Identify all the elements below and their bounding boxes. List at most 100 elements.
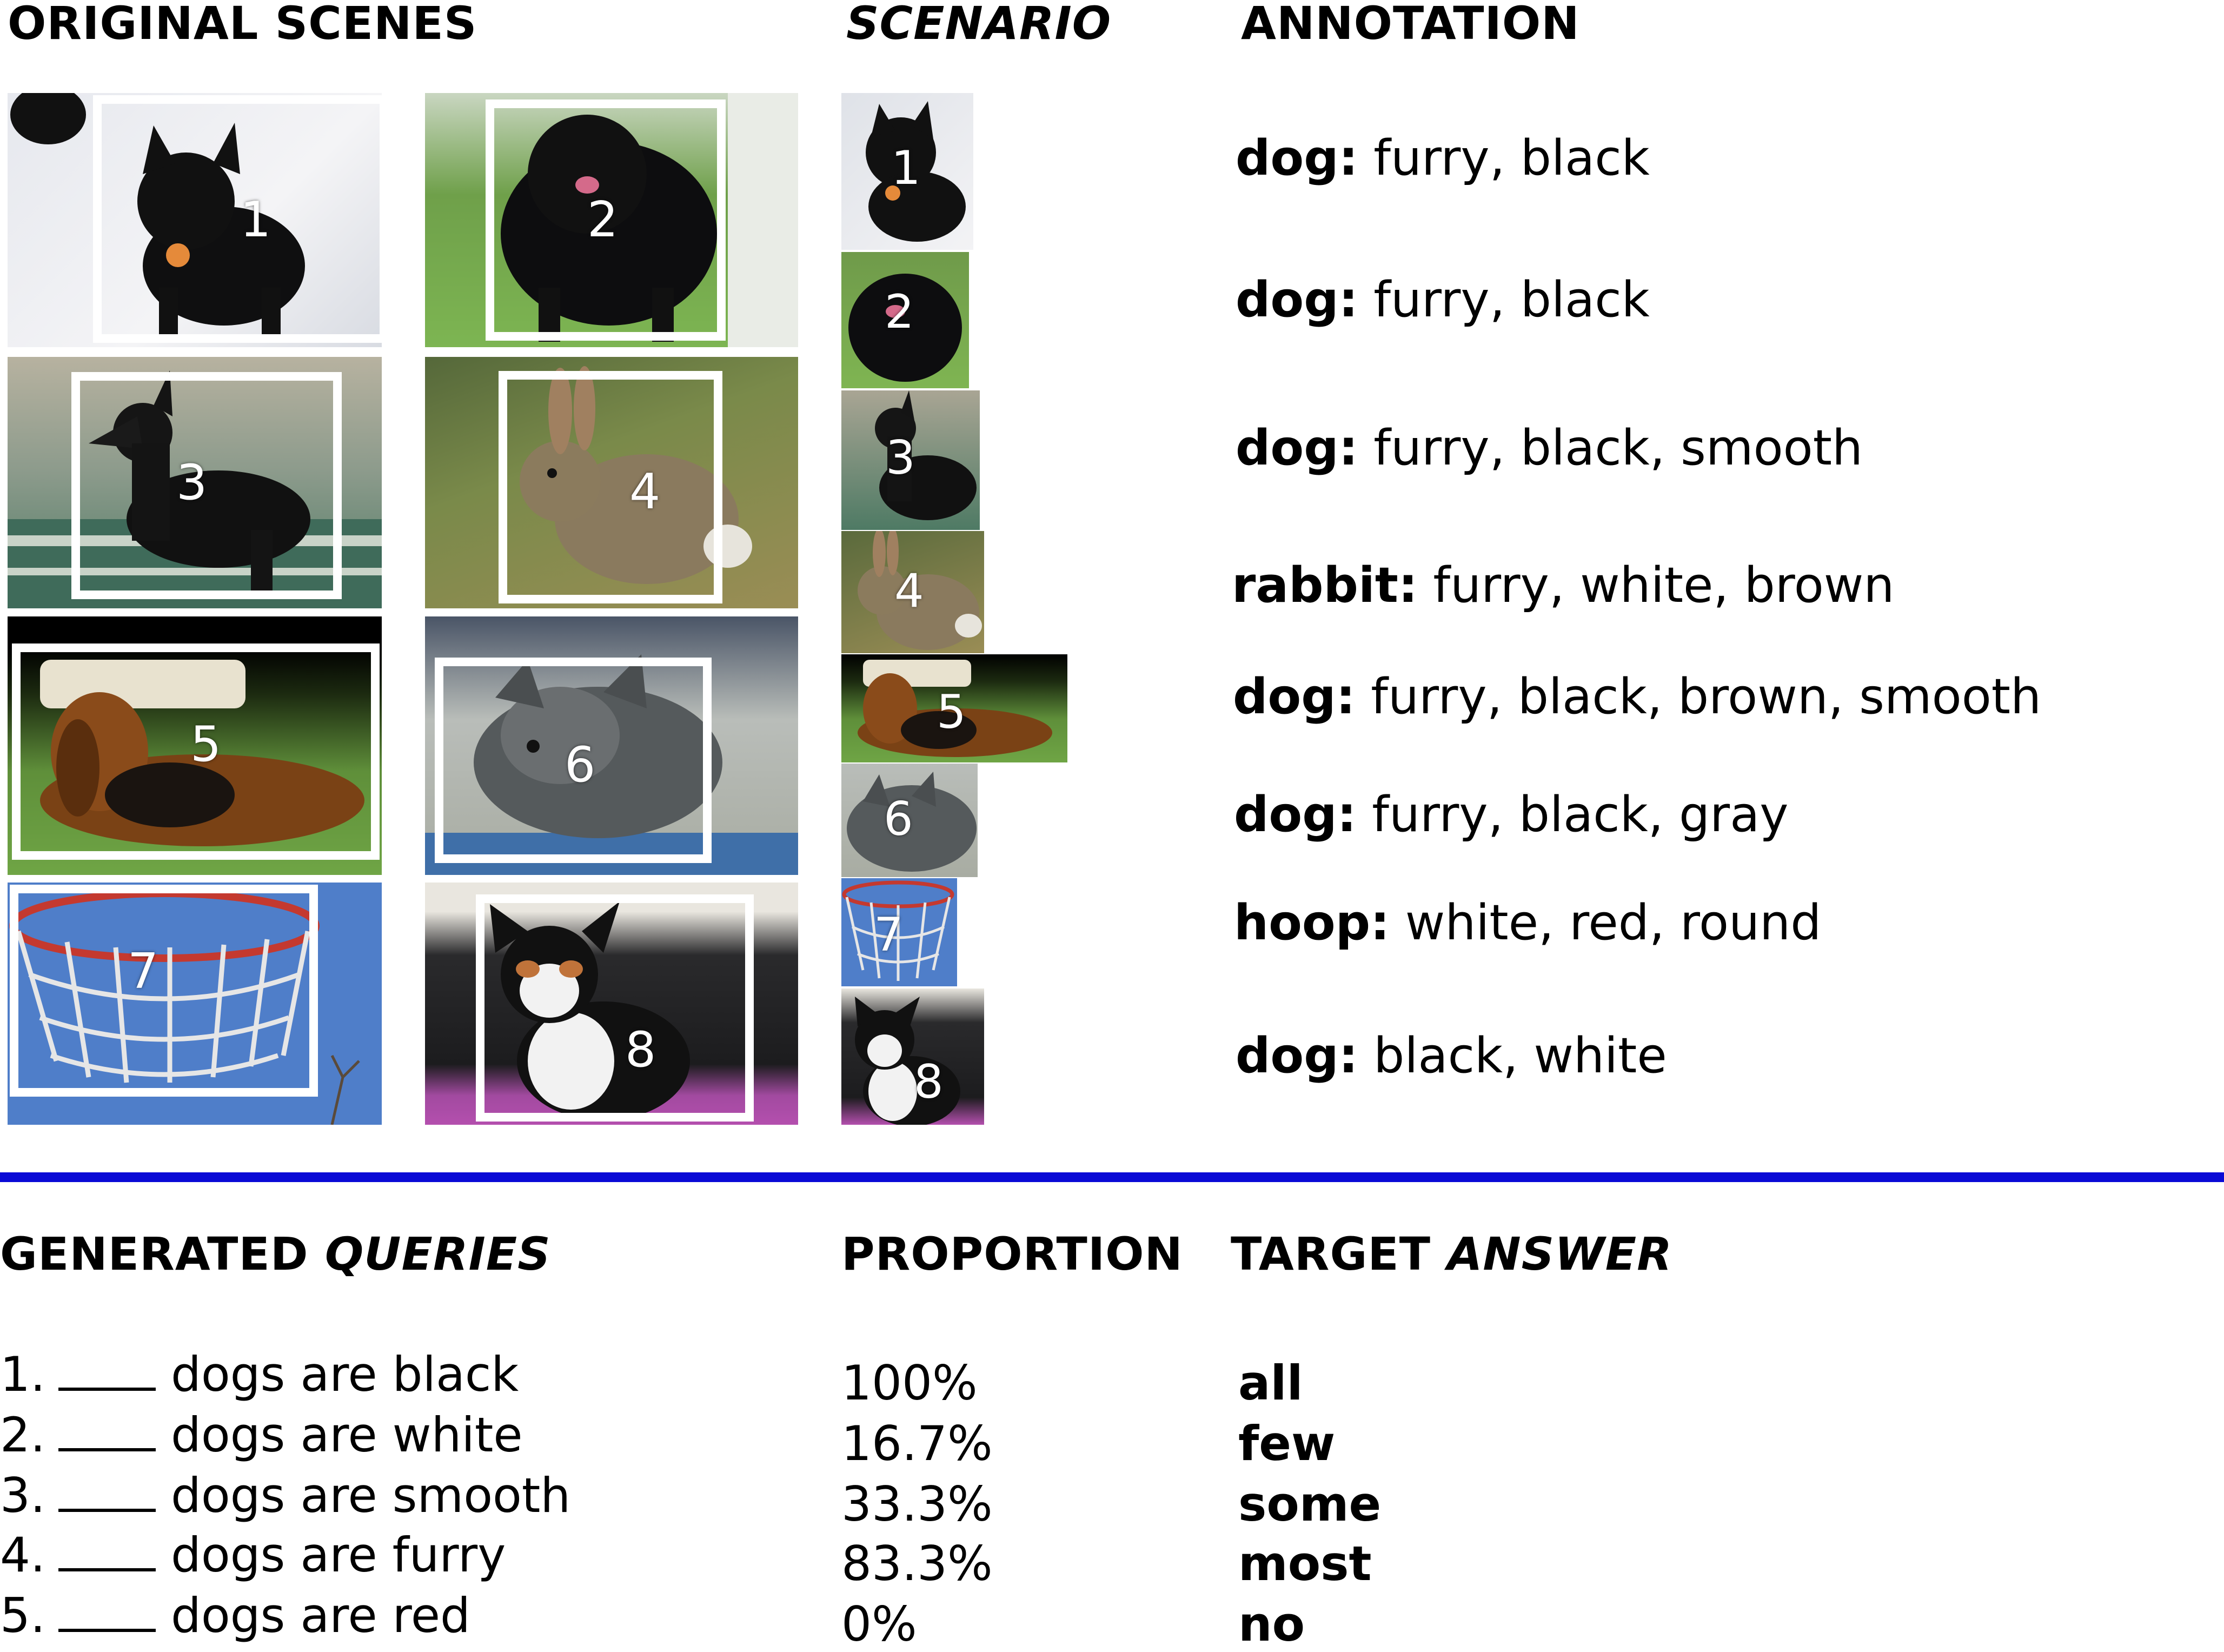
- gray-dog-icon: [847, 772, 977, 872]
- header-annotation: ANNOTATION: [1241, 0, 1580, 50]
- annotation-6: dog: furry, black, gray: [1234, 786, 1789, 843]
- annotation-attributes: furry, black: [1358, 271, 1650, 328]
- header-queries-text: QUERIES: [324, 1228, 551, 1281]
- annotation-class: dog:: [1234, 786, 1357, 843]
- scenario-number-5: 5: [937, 685, 966, 739]
- scenario-crop-6: 6: [841, 764, 978, 877]
- query-text: dogs are smooth: [170, 1468, 571, 1523]
- bounding-box-5: [12, 643, 380, 860]
- annotation-attributes: furry, black, brown, smooth: [1355, 668, 2042, 725]
- query-blank: [58, 1355, 156, 1391]
- scenario-number-3: 3: [886, 431, 915, 485]
- black-dog-icon: [866, 101, 966, 242]
- target-answer-2: few: [1238, 1416, 1336, 1471]
- query-index: 5.: [0, 1588, 45, 1643]
- header-proportion: PROPORTION: [841, 1228, 1183, 1281]
- annotation-class: dog:: [1236, 1027, 1358, 1084]
- annotation-attributes: black, white: [1358, 1027, 1667, 1084]
- header-target-text: TARGET: [1231, 1228, 1448, 1281]
- header-target-answer: TARGET ANSWER: [1231, 1228, 1672, 1281]
- query-blank: [58, 1416, 156, 1451]
- scene-photo-7: 7: [8, 883, 382, 1125]
- scene-photo-5: 5: [8, 616, 382, 875]
- annotation-attributes: furry, black, smooth: [1358, 420, 1863, 476]
- annotation-class: rabbit:: [1232, 557, 1418, 614]
- query-blank: [58, 1476, 156, 1512]
- bounding-box-4: [499, 371, 722, 603]
- scenario-number-2: 2: [885, 285, 914, 339]
- query-row-2: 2. dogs are white: [0, 1407, 522, 1463]
- annotation-class: dog:: [1236, 420, 1358, 476]
- scenario-crop-8: 8: [841, 988, 984, 1125]
- scene-photo-3: 3: [8, 357, 382, 608]
- query-text: dogs are red: [170, 1588, 470, 1643]
- annotation-attributes: furry, black: [1358, 130, 1650, 187]
- target-answer-3: some: [1238, 1476, 1382, 1532]
- bounding-box-8: [476, 894, 754, 1122]
- query-row-5: 5. dogs are red: [0, 1588, 470, 1643]
- scenario-number-7: 7: [874, 908, 904, 962]
- black-dog-icon: [10, 93, 305, 342]
- scene-photo-4: 4: [425, 357, 798, 608]
- target-answer-5: no: [1238, 1596, 1305, 1652]
- scene-photo-2: 2: [425, 93, 798, 347]
- scenario-number-4: 4: [894, 564, 924, 618]
- query-row-4: 4. dogs are furry: [0, 1527, 506, 1583]
- scenario-crop-5: 5: [841, 654, 1067, 762]
- annotation-attributes: furry, white, brown: [1417, 557, 1895, 614]
- hound-dog-icon: [858, 660, 1052, 757]
- basketball-hoop-icon: [842, 880, 954, 981]
- scene-number-8: 8: [625, 1021, 656, 1078]
- bounding-box-6: [435, 658, 712, 863]
- query-blank: [58, 1536, 156, 1571]
- header-scenario: SCENARIO: [846, 0, 1111, 50]
- header-scenario-text: SCENARIO: [846, 0, 1112, 50]
- annotation-attributes: white, red, round: [1390, 894, 1822, 951]
- query-text: dogs are white: [170, 1407, 523, 1463]
- scenario-crop-2: 2: [841, 252, 969, 388]
- target-answer-4: most: [1238, 1536, 1372, 1591]
- scene-number-2: 2: [587, 191, 619, 248]
- annotation-attributes: furry, black, gray: [1356, 786, 1789, 843]
- annotation-5: dog: furry, black, brown, smooth: [1233, 668, 2041, 725]
- gray-dog-icon: [425, 654, 798, 875]
- annotation-class: hoop:: [1234, 894, 1390, 951]
- black-dog-icon: [875, 390, 977, 520]
- proportion-4: 83.3%: [841, 1536, 993, 1591]
- black-white-dog-icon: [855, 997, 960, 1125]
- scene-number-7: 7: [128, 943, 159, 1000]
- proportion-5: 0%: [841, 1596, 917, 1652]
- annotation-7: hoop: white, red, round: [1234, 894, 1821, 951]
- bounding-box-3: [71, 372, 342, 599]
- query-index: 1.: [0, 1346, 45, 1402]
- scene-photo-8: 8: [425, 883, 798, 1125]
- scene-number-6: 6: [565, 737, 596, 793]
- annotation-1: dog: furry, black: [1236, 130, 1650, 187]
- query-row-3: 3. dogs are smooth: [0, 1468, 570, 1523]
- scene-number-4: 4: [629, 463, 661, 520]
- black-dog-icon: [501, 93, 798, 347]
- scene-number-1: 1: [240, 191, 271, 248]
- annotation-2: dog: furry, black: [1236, 271, 1650, 328]
- black-white-dog-icon: [490, 901, 690, 1120]
- scenario-number-8: 8: [914, 1055, 944, 1109]
- bounding-box-1: [93, 95, 382, 343]
- scene-number-5: 5: [190, 716, 222, 773]
- annotation-8: dog: black, white: [1236, 1027, 1667, 1084]
- scenario-number-1: 1: [891, 141, 921, 195]
- query-row-1: 1. dogs are black: [0, 1346, 519, 1402]
- scenario-crop-4: 4: [841, 531, 984, 653]
- scene-photo-1: 1: [8, 93, 382, 347]
- bounding-box-7: [10, 885, 318, 1097]
- proportion-3: 33.3%: [841, 1476, 993, 1532]
- hound-dog-icon: [40, 660, 364, 846]
- header-generated-queries: GENERATED QUERIES: [0, 1228, 551, 1281]
- annotation-class: dog:: [1233, 668, 1356, 725]
- black-dog-icon: [848, 274, 962, 382]
- scenario-number-6: 6: [884, 792, 913, 846]
- query-blank: [58, 1596, 156, 1632]
- query-text: dogs are furry: [170, 1527, 506, 1583]
- scenario-crop-1: 1: [841, 93, 973, 250]
- proportion-2: 16.7%: [841, 1416, 993, 1471]
- query-index: 3.: [0, 1468, 45, 1523]
